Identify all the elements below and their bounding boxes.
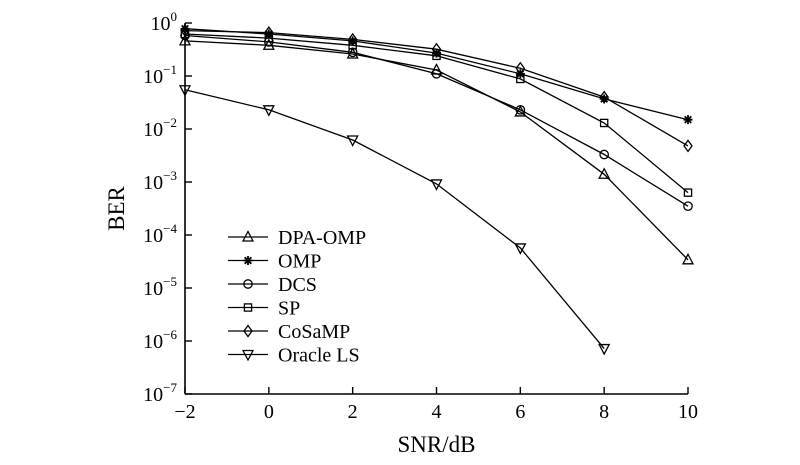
data-point [683, 188, 693, 197]
y-tick-label: 10−5 [143, 274, 177, 300]
series-line [184, 33, 689, 194]
x-tick-label: 10 [678, 401, 698, 423]
y-tick-label: 10−4 [143, 221, 177, 247]
y-tick-label: 10−6 [143, 327, 177, 353]
series-layer [178, 23, 695, 356]
legend-item: CoSaMP [228, 321, 350, 343]
series-oracle-ls [178, 85, 611, 356]
legend-item: SP [228, 298, 300, 320]
data-point [598, 343, 611, 356]
data-point [180, 29, 190, 39]
legend-label: SP [278, 298, 300, 320]
series-line [184, 29, 689, 147]
data-point [180, 24, 190, 34]
x-tick-label: 4 [432, 401, 442, 423]
data-point [243, 303, 253, 312]
data-point [598, 167, 611, 179]
data-point [264, 33, 274, 43]
legend-label: DCS [278, 274, 317, 296]
data-point [347, 32, 358, 47]
legend-item: Oracle LS [228, 345, 360, 367]
legend-item: DCS [228, 274, 317, 296]
data-point [243, 279, 253, 289]
legend-label: OMP [278, 251, 321, 273]
x-tick-label: 6 [515, 401, 525, 423]
data-point [599, 149, 610, 160]
y-tick-label: 10−2 [143, 115, 177, 141]
data-point [515, 104, 526, 115]
data-point [681, 252, 695, 265]
data-point [241, 349, 255, 362]
x-tick-label: 8 [599, 401, 609, 423]
data-point [431, 68, 442, 79]
data-point [432, 48, 441, 58]
y-tick-label: 100 [151, 9, 178, 35]
data-point [599, 118, 609, 128]
series-line [184, 34, 689, 207]
x-axis-title: SNR/dB [398, 432, 476, 457]
y-tick-label: 10−3 [143, 168, 177, 194]
data-point [516, 74, 525, 84]
data-point [178, 33, 192, 46]
data-point [243, 256, 253, 265]
data-point [432, 51, 441, 61]
ticks: −2 0 2 4 6 8 10 100 10−1 10−2 10−3 10−4 10−5 10−6 10−7 [143, 9, 698, 423]
data-point [430, 179, 443, 191]
data-point [346, 135, 359, 147]
y-axis-title: BER [104, 185, 129, 230]
data-point [178, 85, 192, 97]
series-cosamp [180, 23, 693, 153]
legend-label: DPA-OMP [278, 227, 366, 249]
data-point [347, 47, 358, 58]
series-line [184, 89, 605, 350]
legend-item: OMP [228, 251, 321, 273]
data-point [599, 90, 609, 104]
data-point [262, 105, 275, 117]
legend-label: Oracle LS [278, 345, 360, 367]
legend-item: DPA-OMP [228, 227, 366, 249]
data-point [514, 243, 527, 255]
data-point [348, 36, 358, 46]
legend-label: CoSaMP [278, 321, 350, 343]
data-point [180, 23, 190, 38]
y-tick-label: 10−7 [143, 380, 177, 406]
data-point [683, 201, 693, 212]
x-tick-label: 0 [264, 401, 274, 423]
data-point [599, 94, 609, 104]
x-tick-label: −2 [174, 401, 195, 423]
data-point [264, 25, 274, 40]
data-point [683, 115, 693, 125]
data-point [431, 42, 442, 56]
x-tick-label: 2 [348, 401, 358, 423]
y-tick-label: 10−1 [143, 62, 177, 88]
data-point [348, 41, 357, 50]
data-point [262, 38, 275, 50]
data-point [515, 61, 526, 75]
data-point [683, 139, 693, 153]
data-point [243, 324, 253, 338]
data-point [241, 230, 255, 242]
